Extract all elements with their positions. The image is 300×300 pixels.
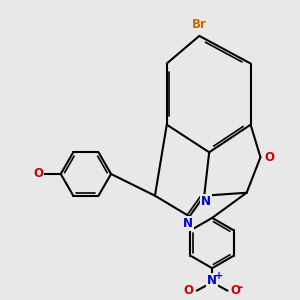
Text: N: N: [201, 195, 211, 208]
Text: +: +: [214, 271, 223, 281]
Text: O: O: [184, 284, 194, 297]
Text: O: O: [33, 167, 43, 181]
Text: Br: Br: [192, 18, 207, 31]
Text: -: -: [237, 281, 242, 294]
Text: N: N: [207, 274, 217, 287]
Text: O: O: [264, 151, 274, 164]
Text: N: N: [183, 217, 193, 230]
Text: O: O: [230, 284, 241, 297]
